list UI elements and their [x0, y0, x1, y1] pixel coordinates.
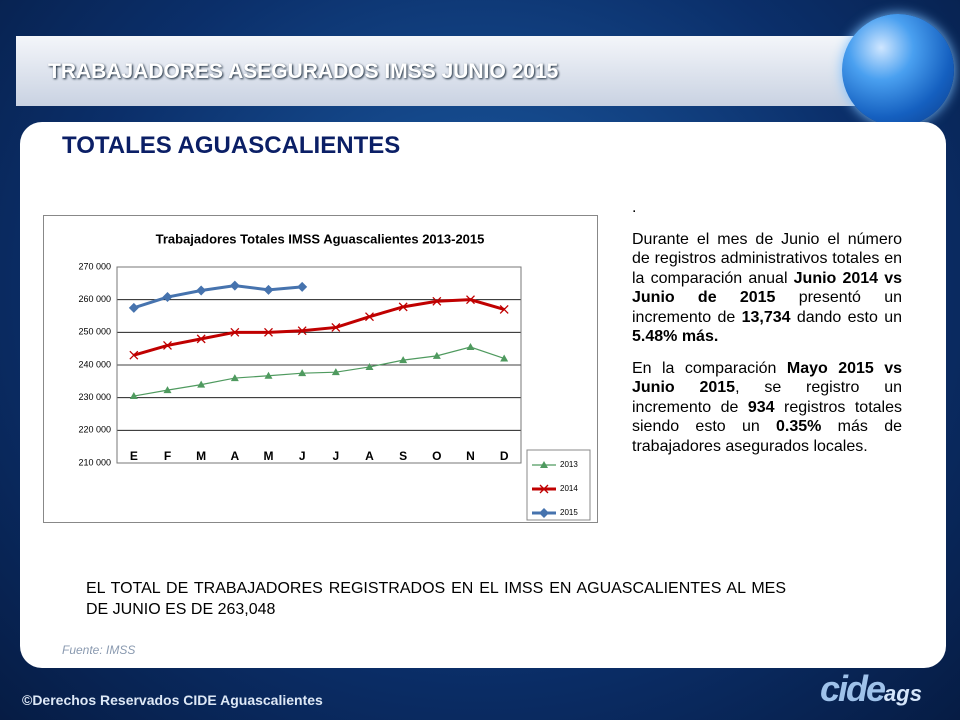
summary: EL TOTAL DE TRABAJADORES REGISTRADOS EN …	[86, 580, 786, 618]
marker	[539, 508, 549, 518]
chart: Trabajadores Totales IMSS Aguascalientes…	[43, 215, 598, 523]
x-tick-label: O	[432, 449, 441, 463]
logo: cideags	[820, 668, 922, 710]
logo-suffix: ags	[884, 681, 922, 706]
subtitle: TOTALES AGUASCALIENTES	[62, 132, 401, 159]
marker	[129, 350, 139, 360]
marker	[432, 296, 442, 306]
text-run: 5.48% más.	[632, 328, 719, 345]
legend-label: 2015	[560, 508, 578, 517]
copyright: ©Derechos Reservados CIDE Aguascalientes	[22, 692, 323, 708]
y-tick-label: 240 000	[78, 359, 111, 369]
x-tick-label: J	[299, 449, 306, 463]
logo-text: cide	[820, 668, 886, 709]
chart-box: Trabajadores Totales IMSS Aguascalientes…	[43, 215, 598, 528]
marker	[466, 295, 475, 305]
series-line	[133, 298, 505, 357]
legend-label: 2014	[560, 484, 578, 493]
x-tick-label: M	[264, 449, 274, 463]
text-run: más de trabajadores asegurados locales.	[632, 418, 902, 455]
globe	[842, 14, 954, 126]
y-tick-label: 250 000	[78, 327, 111, 337]
text-run: registros totales siendo esto un	[632, 398, 902, 436]
y-tick-label: 270 000	[78, 261, 111, 271]
paragraph: .	[632, 198, 902, 218]
y-tick-label: 220 000	[78, 425, 111, 435]
marker	[466, 343, 475, 351]
x-tick-label: A	[230, 449, 239, 463]
marker	[365, 362, 374, 370]
marker	[297, 326, 307, 336]
x-tick-label: F	[164, 449, 171, 463]
legend-box	[526, 449, 591, 521]
source: Fuente: IMSS	[62, 643, 136, 657]
marker	[398, 302, 408, 312]
marker	[540, 461, 548, 468]
chart-frame	[43, 215, 598, 523]
text-run: Junio 2014 vs Junio de 2015	[632, 269, 902, 307]
text-run: En la comparación	[632, 359, 787, 377]
series-line	[133, 346, 505, 397]
marker	[297, 281, 308, 292]
plot-area	[116, 266, 522, 464]
y-tick-label: 210 000	[78, 457, 111, 467]
text-run: 13,734	[741, 308, 791, 326]
description: . Durante el mes de Junio el número de re…	[632, 198, 902, 468]
marker	[163, 386, 172, 394]
x-tick-label: S	[399, 449, 407, 463]
x-tick-label: N	[466, 449, 475, 463]
x-tick-label: D	[500, 449, 509, 463]
marker	[264, 371, 273, 379]
marker	[331, 322, 341, 332]
marker	[196, 334, 206, 344]
legend-label: 2013	[560, 460, 578, 469]
marker	[500, 354, 509, 362]
paragraph: En la comparación Mayo 2015 vs Junio 201…	[632, 359, 902, 457]
y-tick-label: 260 000	[78, 294, 111, 304]
marker	[229, 280, 240, 291]
text-run: 0.35%	[776, 418, 822, 435]
marker	[399, 356, 408, 364]
marker	[129, 392, 138, 400]
text-run: dando esto un	[790, 308, 902, 326]
marker	[263, 284, 274, 295]
text-run: Durante el mes de Junio el número de reg…	[632, 230, 902, 287]
marker	[432, 351, 441, 359]
marker	[499, 305, 509, 314]
x-tick-label: M	[196, 449, 206, 463]
marker	[539, 484, 549, 494]
text-run: .	[632, 199, 637, 216]
marker	[331, 368, 340, 376]
marker	[264, 327, 273, 337]
marker	[162, 292, 173, 303]
x-tick-label: E	[130, 449, 138, 463]
chart-title: Trabajadores Totales IMSS Aguascalientes…	[156, 231, 485, 246]
marker	[365, 312, 374, 322]
text-run: Mayo 2015 vs Junio 2015	[632, 359, 902, 397]
marker	[128, 302, 139, 313]
text-run: presentó un incremento de	[632, 289, 902, 326]
marker	[196, 285, 207, 296]
paragraph: Durante el mes de Junio el número de reg…	[632, 230, 902, 347]
banner	[16, 36, 896, 106]
x-tick-label: J	[332, 449, 339, 463]
text-run: , se registro un incremento de	[632, 379, 903, 416]
marker	[230, 327, 240, 337]
text-run: 934	[747, 398, 775, 416]
slide-title: TRABAJADORES ASEGURADOS IMSS JUNIO 2015	[48, 60, 559, 83]
series-line	[133, 284, 303, 310]
x-tick-label: A	[365, 449, 374, 463]
marker	[163, 340, 172, 350]
y-tick-label: 230 000	[78, 392, 111, 402]
marker	[230, 374, 239, 382]
marker	[197, 380, 206, 388]
marker	[298, 369, 307, 377]
